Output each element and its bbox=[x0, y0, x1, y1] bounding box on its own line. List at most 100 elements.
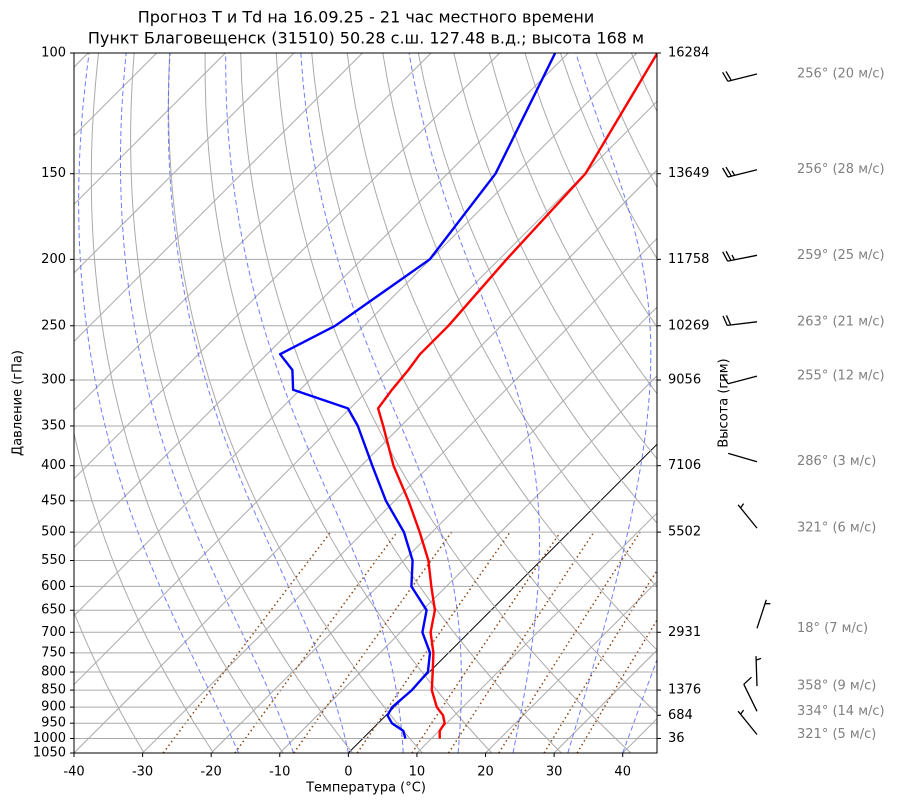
mixing-ratio-line bbox=[576, 618, 657, 753]
y-tick-label: 1050 bbox=[33, 746, 66, 761]
isotherm bbox=[74, 53, 226, 206]
wind-label: 259° (25 м/с) bbox=[797, 248, 885, 263]
x-tick-label: 10 bbox=[409, 765, 426, 780]
wind-barb bbox=[737, 503, 758, 529]
y-tick-label: 950 bbox=[41, 716, 66, 731]
wind-label: 321° (5 м/с) bbox=[797, 727, 876, 742]
isotherm bbox=[210, 306, 657, 753]
mixing-ratio-line bbox=[356, 531, 511, 753]
dry-adiabat bbox=[524, 53, 657, 328]
y2-tick-label: 36 bbox=[668, 731, 685, 746]
dry-adiabat bbox=[90, 53, 284, 753]
dry-adiabat bbox=[880, 53, 900, 753]
y-tick-label: 200 bbox=[41, 252, 66, 267]
dry-adiabat bbox=[488, 53, 657, 395]
moist-adiabat bbox=[567, 53, 652, 753]
isotherm bbox=[74, 53, 363, 343]
y-tick-label: 100 bbox=[41, 46, 66, 61]
wind-label: 321° (6 м/с) bbox=[797, 521, 876, 536]
x-tick-label: 20 bbox=[477, 765, 494, 780]
wind-label: 256° (20 м/с) bbox=[797, 67, 885, 82]
wind-barb bbox=[755, 656, 762, 687]
wind-label: 334° (14 м/с) bbox=[797, 704, 885, 719]
y2-tick-label: 16284 bbox=[668, 46, 709, 61]
dry-adiabat bbox=[346, 53, 657, 651]
isotherm bbox=[74, 53, 569, 548]
wind-label: 263° (21 м/с) bbox=[797, 314, 885, 329]
wind-barb bbox=[743, 676, 758, 712]
y2-tick-label: 7106 bbox=[668, 458, 701, 473]
x-tick-label: -40 bbox=[63, 765, 84, 780]
y2-tick-label: 5502 bbox=[668, 525, 701, 540]
x-tick-label: -10 bbox=[269, 765, 290, 780]
dry-adiabat bbox=[74, 431, 215, 753]
wind-barb bbox=[722, 250, 758, 262]
y-tick-label: 700 bbox=[41, 625, 66, 640]
dry-adiabat bbox=[204, 53, 493, 753]
y-tick-label: 600 bbox=[41, 579, 66, 594]
plot-frame bbox=[73, 52, 658, 754]
chart-subtitle: Пункт Благовещенск (31510) 50.28 с.ш. 12… bbox=[88, 29, 644, 48]
y-tick-label: 350 bbox=[41, 418, 66, 433]
wind-barb bbox=[722, 315, 758, 327]
moist-adiabat bbox=[622, 658, 657, 753]
y2-tick-label: 11758 bbox=[668, 252, 709, 267]
isotherm bbox=[74, 53, 432, 411]
mixing-ratio-line bbox=[234, 531, 398, 753]
y2-tick-label: 1376 bbox=[668, 683, 701, 698]
y2-tick-label: 684 bbox=[668, 708, 693, 723]
wind-label: 18° (7 м/с) bbox=[797, 621, 868, 636]
dry-adiabat bbox=[417, 53, 657, 524]
y-tick-label: 650 bbox=[41, 603, 66, 618]
mixing-ratio-line bbox=[447, 531, 595, 753]
dry-adiabat bbox=[74, 611, 145, 753]
wind-label: 255° (12 м/с) bbox=[797, 369, 885, 384]
profile-line bbox=[376, 53, 657, 739]
wind-label: 286° (3 м/с) bbox=[797, 454, 876, 469]
dry-adiabat bbox=[630, 53, 657, 113]
isotherm bbox=[485, 580, 657, 753]
isotherm bbox=[74, 100, 657, 686]
dry-adiabat bbox=[738, 53, 900, 753]
y-tick-label: 750 bbox=[41, 645, 66, 660]
isotherm bbox=[347, 443, 657, 753]
y-tick-label: 800 bbox=[41, 665, 66, 680]
mixing-ratio-line bbox=[411, 531, 562, 753]
dry-adiabat bbox=[382, 53, 657, 588]
y2-axis-label: Высота (гпм) bbox=[717, 358, 732, 447]
dry-adiabat bbox=[130, 53, 354, 753]
dry-adiabat bbox=[667, 53, 900, 753]
y-tick-label: 900 bbox=[41, 700, 66, 715]
mixing-ratio-line bbox=[162, 531, 332, 753]
y-tick-label: 300 bbox=[41, 373, 66, 388]
isotherm bbox=[279, 375, 657, 753]
isotherm bbox=[622, 717, 657, 753]
x-tick-label: -30 bbox=[132, 765, 153, 780]
isotherm bbox=[74, 53, 501, 480]
x-tick-label: 40 bbox=[614, 765, 631, 780]
dry-adiabat bbox=[845, 53, 900, 753]
wind-barb bbox=[721, 374, 758, 385]
y-tick-label: 850 bbox=[41, 683, 66, 698]
y-tick-label: 1000 bbox=[33, 731, 66, 746]
wind-barb bbox=[737, 709, 758, 735]
y-tick-label: 450 bbox=[41, 493, 66, 508]
dry-adiabat bbox=[275, 53, 632, 753]
moist-adiabat bbox=[225, 53, 404, 753]
dry-adiabat bbox=[595, 53, 657, 189]
isotherm bbox=[74, 169, 657, 753]
plot: 1001502002503003504004505005506006507007… bbox=[33, 46, 709, 780]
isotherm bbox=[416, 512, 657, 753]
x-tick-label: 0 bbox=[344, 765, 352, 780]
moist-adiabat bbox=[120, 53, 294, 753]
mixing-ratio-line bbox=[543, 569, 657, 753]
wind-barb bbox=[722, 71, 758, 82]
mixing-ratio-line bbox=[498, 531, 641, 753]
dry-adiabat bbox=[167, 53, 423, 753]
y-tick-label: 500 bbox=[41, 525, 66, 540]
isotherm bbox=[142, 237, 657, 753]
y2-tick-label: 2931 bbox=[668, 625, 701, 640]
dry-adiabat bbox=[703, 53, 900, 753]
y2-tick-label: 13649 bbox=[668, 166, 709, 181]
